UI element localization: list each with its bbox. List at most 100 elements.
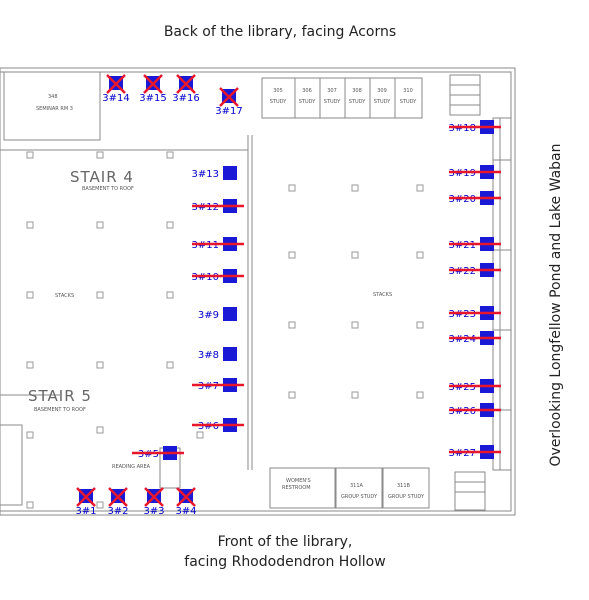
seat-3-3[interactable]: 3#3 [143,488,164,517]
column [167,152,173,158]
column [417,185,423,191]
seat-marker [223,166,237,180]
seat-3-10[interactable]: 3#10 [192,269,244,283]
seat-3-2[interactable]: 3#2 [107,488,128,517]
seat-3-22[interactable]: 3#22 [449,263,501,277]
seat-label: 3#4 [175,506,196,517]
seat-3-25[interactable]: 3#25 [449,379,501,393]
column [27,292,33,298]
column [289,322,295,328]
column [97,502,103,508]
seat-3-11[interactable]: 3#11 [192,237,244,251]
study-room-label: STUDY [349,99,366,105]
seat-label: 3#9 [198,310,219,321]
seat-3-24[interactable]: 3#24 [449,331,501,345]
seat-label: 3#19 [449,168,476,179]
column [352,252,358,258]
front-caption-line1: Front of the library, [120,532,450,552]
study-room-label: STUDY [299,99,316,105]
column [417,252,423,258]
seat-3-15[interactable]: 3#15 [139,75,166,104]
group-study-a-label: GROUP STUDY [341,494,378,500]
seat-label: 3#25 [449,382,476,393]
column [352,322,358,328]
seat-label: 3#7 [198,381,219,392]
seat-label: 3#13 [192,169,219,180]
seat-3-8[interactable]: 3#8 [198,347,237,361]
seat-label: 3#5 [138,449,159,460]
column [97,427,103,433]
seminar-label: SEMINAR RM 3 [36,106,73,112]
seat-label: 3#23 [449,309,476,320]
study-room-label: STUDY [374,99,391,105]
seat-3-17[interactable]: 3#17 [215,88,242,117]
column [97,152,103,158]
front-caption: Front of the library, facing Rhododendro… [120,532,450,572]
seat-label: 3#2 [107,506,128,517]
seat-label: 3#14 [102,93,129,104]
stair5-label: STAIR 5 [28,387,92,405]
column [417,392,423,398]
group-study-b-label: GROUP STUDY [388,494,425,500]
stair4-sublabel: BASEMENT TO ROOF [82,186,134,192]
seat-label: 3#1 [75,506,96,517]
seat-label: 3#26 [449,406,476,417]
stair5-sublabel: BASEMENT TO ROOF [34,407,86,413]
seminar-number: 348 [48,94,58,100]
seat-3-6[interactable]: 3#6 [192,418,244,432]
seat-3-20[interactable]: 3#20 [449,191,501,205]
womens-restroom-label-2: RESTROOM [282,485,311,491]
womens-restroom-label-1: WOMEN'S [286,478,311,484]
seat-3-27[interactable]: 3#27 [449,445,501,459]
column [289,252,295,258]
column [289,185,295,191]
seat-marker [223,307,237,321]
side-caption: Overlooking Longfellow Pond and Lake Wab… [548,144,564,467]
study-room-number: 310 [403,88,413,94]
study-room-label: STUDY [270,99,287,105]
study-room-number: 308 [352,88,362,94]
column [27,222,33,228]
column [352,392,358,398]
column [97,362,103,368]
seat-label: 3#17 [215,106,242,117]
column [97,292,103,298]
group-study-b-number: 311B [397,483,411,489]
seat-label: 3#27 [449,448,476,459]
seats: 3#1 3#2 3#3 3#4 3#5 3#6 3#7 3#8 3#9 3#10 3#11 3#12 3… [75,75,501,517]
study-room-number: 306 [302,88,312,94]
seat-3-12[interactable]: 3#12 [192,199,244,213]
seat-3-16[interactable]: 3#16 [172,75,199,104]
column [27,432,33,438]
seat-3-9[interactable]: 3#9 [198,307,237,321]
seat-3-19[interactable]: 3#19 [449,165,501,179]
seat-3-23[interactable]: 3#23 [449,306,501,320]
column [97,222,103,228]
seat-label: 3#20 [449,194,476,205]
column [417,322,423,328]
seat-3-13[interactable]: 3#13 [192,166,237,180]
seat-label: 3#24 [449,334,476,345]
seat-3-7[interactable]: 3#7 [192,378,244,392]
seat-label: 3#11 [192,240,219,251]
seat-3-1[interactable]: 3#1 [75,488,96,517]
seat-label: 3#8 [198,350,219,361]
seat-3-21[interactable]: 3#21 [449,237,501,251]
seat-3-18[interactable]: 3#18 [449,120,501,134]
seat-3-26[interactable]: 3#26 [449,403,501,417]
study-room-number: 307 [327,88,337,94]
front-caption-line2: facing Rhododendron Hollow [120,552,450,572]
study-room-label: STUDY [324,99,341,105]
seat-marker [223,347,237,361]
column [352,185,358,191]
seat-label: 3#16 [172,93,199,104]
study-room-number: 309 [377,88,387,94]
column [289,392,295,398]
column [27,362,33,368]
column [167,222,173,228]
stair4-label: STAIR 4 [70,168,134,186]
seat-3-5[interactable]: 3#5 [132,446,184,460]
seat-3-14[interactable]: 3#14 [102,75,129,104]
seat-3-4[interactable]: 3#4 [175,488,196,517]
